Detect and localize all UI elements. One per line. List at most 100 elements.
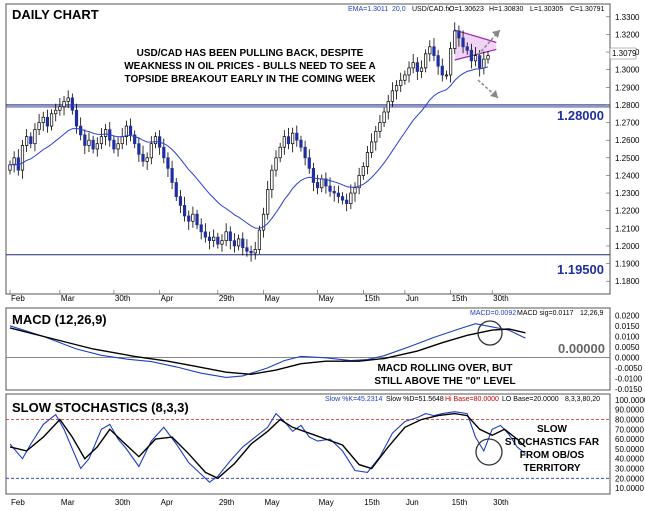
candle-body xyxy=(469,49,473,62)
stoch-series xyxy=(9,411,526,483)
candle-body xyxy=(332,190,336,194)
price-annotation-line-2: WEAKNESS IN OIL PRICES - BULLS NEED TO S… xyxy=(124,61,376,72)
ohlc-open: O=1.30623 xyxy=(449,6,484,13)
price-levels xyxy=(6,104,610,256)
macd-value-label: MACD=0.0092 xyxy=(470,310,516,317)
candle-body xyxy=(320,178,324,189)
candle-body xyxy=(207,236,212,241)
price-y-tick-label: 1.2200 xyxy=(615,207,640,216)
ohlc-high: H=1.30830 xyxy=(489,6,524,13)
level-label-1-195: 1.19500 xyxy=(557,262,604,277)
arrow-up-head xyxy=(492,30,500,38)
macd-y-tick-label: 0.0100 xyxy=(615,332,640,341)
macd-zero-label: 0.00000 xyxy=(558,341,605,356)
price-x-tick-label: May xyxy=(265,294,280,303)
candle-body xyxy=(436,55,440,67)
candle-body xyxy=(432,46,436,56)
candle-body xyxy=(440,65,444,76)
candle-body xyxy=(170,168,174,183)
candle-body xyxy=(311,168,316,183)
candle-body xyxy=(424,53,428,69)
price-annotation-line-1: USD/CAD HAS BEEN PULLING BACK, DESPITE xyxy=(137,48,364,59)
candle-body xyxy=(66,97,70,102)
price-y-tick-label: 1.2900 xyxy=(615,83,640,92)
stoch-x-tick-label: 30th xyxy=(115,498,131,507)
channel-upper-line xyxy=(454,29,497,43)
candle-body xyxy=(382,111,386,123)
candle-body xyxy=(128,125,133,136)
stoch-x-tick-label: May xyxy=(319,498,334,507)
price-x-tick-label: 29th xyxy=(219,294,235,303)
candle-body xyxy=(365,152,370,167)
price-annotation-line-3: TOPSIDE BREAKOUT EARLY IN THE COMING WEE… xyxy=(125,74,377,85)
ema-label: EMA=1.3011 xyxy=(348,6,388,13)
stoch-y-tick-label: 40.0000 xyxy=(615,455,644,464)
stoch-d-label: Slow %D=51.5648 xyxy=(386,396,444,403)
price-x-tick-label: Mar xyxy=(61,294,75,303)
price-y-tick-label: 1.2800 xyxy=(615,101,640,110)
stoch-d-line xyxy=(9,412,526,480)
candle-body xyxy=(70,97,74,111)
price-x-tick-label: 15th xyxy=(364,294,380,303)
candle-body xyxy=(178,196,183,206)
candle-body xyxy=(257,229,261,250)
stoch-x-tick-label: 30th xyxy=(493,498,509,507)
price-y-tick-label: 1.2600 xyxy=(615,136,640,145)
stoch-x-tick-label: May xyxy=(265,498,280,507)
macd-series xyxy=(9,323,526,378)
candle-body xyxy=(303,146,307,159)
ema-line xyxy=(9,66,489,229)
candle-body xyxy=(195,213,199,226)
stoch-y-tick-label: 90.0000 xyxy=(615,406,644,415)
stoch-y-tick-label: 70.0000 xyxy=(615,425,644,434)
candle-body xyxy=(453,30,457,49)
stoch-y-tick-label: 20.0000 xyxy=(615,474,644,483)
macd-params-label: 12,26,9 xyxy=(580,310,603,317)
macd-y-tick-label: 0.0050 xyxy=(615,343,640,352)
macd-y-tick-label: 0.0000 xyxy=(615,353,640,362)
candle-body xyxy=(162,146,166,159)
candle-body xyxy=(486,55,490,60)
candle-body xyxy=(83,134,87,146)
macd-signal-label: MACD sig=0.0117 xyxy=(517,310,574,317)
stoch-lo-label: LO Base=20.0000 xyxy=(502,396,559,403)
price-panel-frame xyxy=(5,3,611,295)
price-ema xyxy=(9,66,489,229)
stoch-levels xyxy=(6,419,610,479)
candle-body xyxy=(91,139,95,150)
price-candles xyxy=(8,22,490,262)
macd-y-tick-label: -0.0100 xyxy=(615,374,643,383)
stoch-annotation-line-3: FROM OB/OS xyxy=(520,450,585,461)
candle-body xyxy=(261,213,266,231)
candle-body xyxy=(224,231,228,241)
candle-body xyxy=(237,238,241,247)
price-y-tick-label: 1.1900 xyxy=(615,260,640,269)
price-x-tick-label: May xyxy=(319,294,334,303)
candle-body xyxy=(299,139,303,148)
candle-body xyxy=(33,129,37,145)
candle-body xyxy=(49,113,54,127)
candle-body xyxy=(104,129,108,138)
candle-body xyxy=(29,136,33,145)
price-x-tick-label: 30th xyxy=(115,294,131,303)
candle-body xyxy=(203,231,207,238)
stoch-y-ticks: 100.000090.000080.000070.000060.000050.0… xyxy=(615,396,645,493)
price-y-tick-label: 1.2700 xyxy=(615,119,640,128)
candle-body xyxy=(153,136,158,145)
candle-body xyxy=(282,136,286,148)
ema-period: 20,0 xyxy=(392,6,406,13)
candle-body xyxy=(465,46,469,51)
candle-body xyxy=(99,136,104,145)
price-x-tick-label: Jun xyxy=(406,294,419,303)
macd-y-tick-label: -0.0150 xyxy=(615,385,643,394)
stoch-y-tick-label: 10.0000 xyxy=(615,484,644,493)
candle-body xyxy=(345,199,349,204)
candle-body xyxy=(120,136,124,145)
price-y-tick-label: 1.3200 xyxy=(615,30,640,39)
macd-y-ticks: 0.02000.01500.01000.00500.0000-0.0050-0.… xyxy=(615,311,643,394)
stoch-panel-title: SLOW STOCHASTICS (8,3,3) xyxy=(12,400,189,415)
candle-body xyxy=(419,67,424,72)
stoch-annotation-line-4: TERRITORY xyxy=(523,463,581,474)
candle-body xyxy=(278,146,282,159)
candle-body xyxy=(353,187,357,194)
